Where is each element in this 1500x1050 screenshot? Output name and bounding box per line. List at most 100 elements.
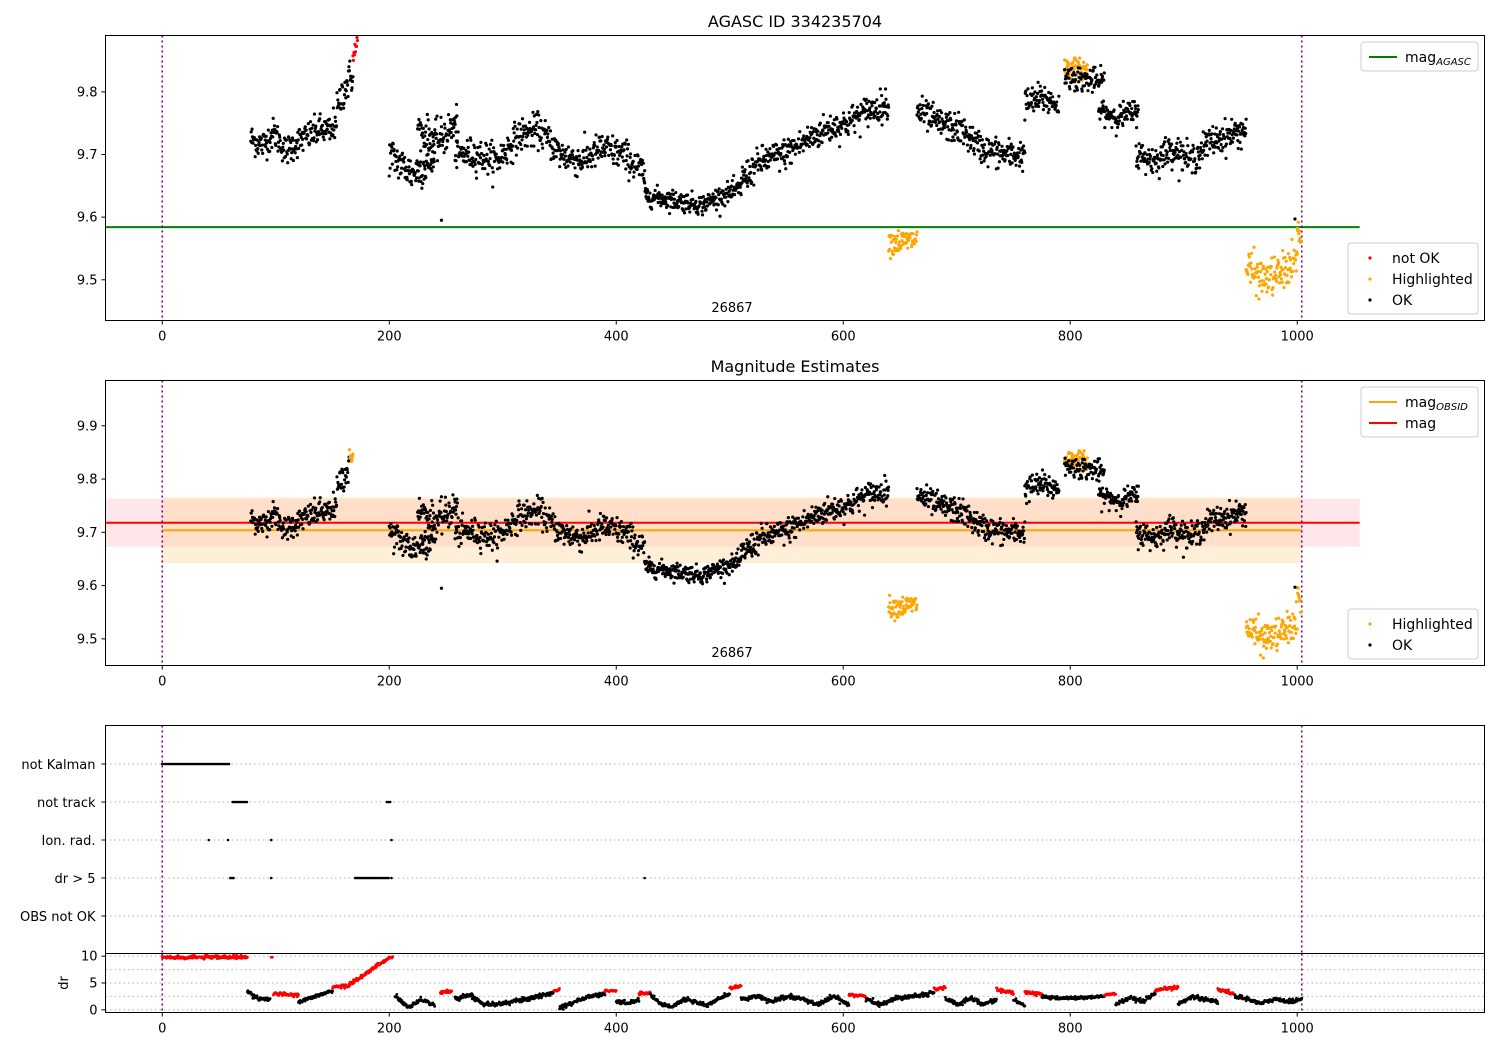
panel2-data-point — [560, 530, 564, 534]
panel1-data-point — [636, 154, 640, 158]
panel1-data-point — [982, 149, 986, 153]
panel1-title: AGASC ID 334235704 — [708, 12, 882, 31]
panel1-data-point — [925, 111, 929, 116]
panel1-data-point — [284, 138, 288, 142]
panel1-data-point — [597, 148, 601, 153]
panel2-data-point — [730, 552, 734, 556]
panel1-data-point — [1031, 92, 1035, 96]
panel1-data-point — [626, 142, 631, 146]
panel2-data-point — [1285, 636, 1289, 640]
panel1-data-point — [793, 152, 797, 156]
panel1-data-point — [392, 148, 396, 152]
panel2-data-point — [1104, 487, 1109, 491]
panel1-data-point — [429, 158, 433, 162]
panel2-data-point — [505, 532, 509, 536]
panel2-data-point — [494, 529, 498, 533]
panel2-data-point — [1210, 529, 1214, 533]
panel1-data-point — [838, 132, 843, 136]
panel2-data-point — [310, 508, 314, 512]
panel1-data-point — [1177, 179, 1181, 183]
panel1-data-point — [655, 183, 659, 187]
panel1-data-point — [617, 144, 621, 149]
panel1-data-point — [1029, 101, 1034, 105]
panel2-data-point — [830, 511, 834, 515]
panel2-data-point — [504, 528, 508, 532]
panel1-data-point — [932, 110, 936, 115]
panel1-data-point — [456, 144, 460, 148]
panel2-data-point — [980, 524, 984, 528]
panel1-data-point — [406, 169, 410, 173]
panel1-data-point — [580, 165, 585, 169]
panel1-data-point — [427, 127, 431, 131]
panel2-data-point — [1097, 479, 1101, 483]
panel2-data-point — [589, 531, 593, 535]
panel1-data-point — [838, 145, 842, 149]
panel1-data-point — [596, 156, 600, 160]
panel2-data-point — [457, 544, 461, 549]
panel1-data-point — [997, 142, 1001, 147]
panel2-data-point — [704, 577, 709, 581]
panel1-data-point — [1147, 160, 1151, 164]
panel2-data-point — [620, 535, 624, 539]
panel1-data-point — [1238, 140, 1242, 144]
panel2-data-point — [473, 518, 477, 522]
panel1-data-point — [1282, 285, 1286, 290]
panel2-data-point — [633, 533, 637, 537]
panel1-lower-legend-marker-swatch — [1368, 277, 1372, 281]
panel2-data-point — [1285, 609, 1289, 613]
panel2-data-point — [621, 540, 625, 545]
panel2-data-point — [544, 521, 548, 525]
panel1-data-point — [1046, 111, 1050, 115]
panel2-data-point — [451, 493, 455, 497]
panel2-data-point — [755, 531, 759, 535]
panel2-data-point — [957, 519, 961, 523]
panel1-data-point — [268, 149, 272, 153]
panel1-data-point — [855, 105, 860, 109]
panel2-data-point — [540, 515, 544, 520]
panel1-data-point — [315, 138, 320, 142]
panel1-data-point — [547, 125, 551, 130]
panel1-data-point — [990, 149, 994, 153]
panel1-data-point — [1114, 134, 1118, 138]
panel2-data-point — [646, 570, 650, 574]
panel1-data-point — [951, 135, 955, 139]
panel2-data-point — [572, 538, 577, 542]
panel1-data-point — [453, 119, 457, 124]
panel2-data-point — [404, 545, 408, 549]
panel-magnitude-estimates: Magnitude Estimates 0 200 400 600 800 10009.5… — [77, 357, 1485, 690]
panel2-data-point — [838, 514, 843, 518]
panel1-data-point — [1264, 282, 1268, 286]
panel2-data-point — [1299, 610, 1303, 614]
panel2-data-point — [456, 525, 461, 529]
panel1-data-point — [1265, 290, 1269, 294]
panel1-data-point — [1223, 116, 1227, 121]
panel2-data-point — [516, 508, 521, 512]
panel1-data-point — [494, 152, 498, 156]
panel2-data-point — [251, 521, 255, 525]
panel1-data-point — [1244, 131, 1248, 136]
panel1-data-point — [808, 136, 812, 140]
panel1-data-point — [304, 128, 308, 132]
panel1-ytick-label: 9.8 — [77, 85, 98, 100]
panel2-data-point — [709, 569, 713, 573]
panel2-data-point — [482, 525, 486, 529]
panel1-data-point — [866, 113, 871, 117]
panel2-data-point — [760, 540, 765, 544]
panel1-data-point — [809, 126, 814, 130]
panel1-data-point — [1179, 155, 1183, 159]
panel2-data-point — [942, 504, 946, 508]
panel2-data-point — [722, 581, 727, 585]
panel1-data-point — [864, 97, 868, 101]
panel1-data-point — [1085, 63, 1089, 67]
panel2-data-point — [280, 536, 285, 540]
panel2-data-point — [629, 521, 633, 525]
panel2-data-point — [311, 505, 315, 509]
panel2-data-point — [1224, 526, 1229, 530]
panel1-data-point — [387, 174, 391, 178]
panel1-data-point — [688, 210, 692, 214]
panel2-data-point — [525, 514, 529, 518]
panel1-data-point — [539, 136, 543, 140]
panel2-data-point — [1035, 489, 1039, 493]
panel1-data-point — [395, 168, 399, 172]
panel2-data-point — [879, 490, 883, 494]
